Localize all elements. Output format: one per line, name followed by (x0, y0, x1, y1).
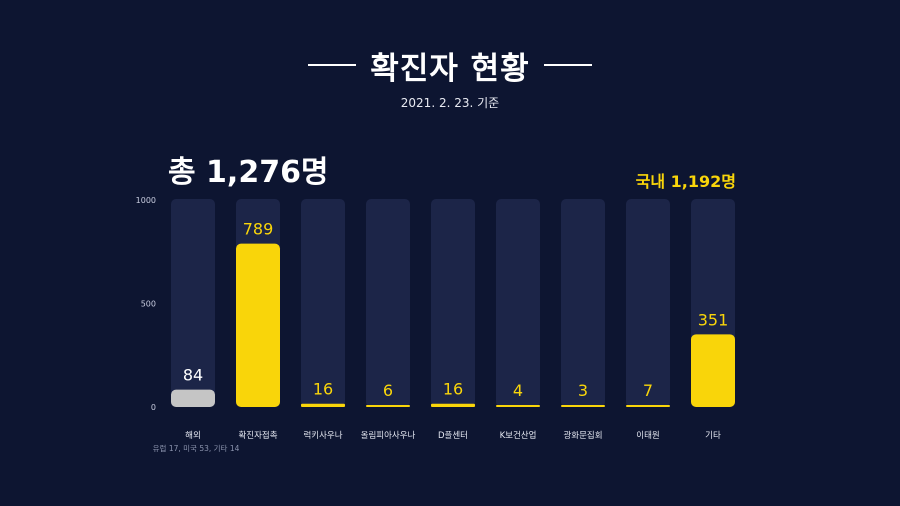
category-label: 확진자접촉 (238, 430, 277, 441)
value-label: 4 (513, 381, 523, 400)
overseas-breakdown-note: 유럽 17, 미국 53, 기타 14 (152, 444, 240, 453)
bar-track (496, 199, 540, 407)
bar-track (561, 199, 605, 407)
category-label: 이태원 (636, 430, 659, 441)
bar-track (626, 199, 670, 407)
bar-track (301, 199, 345, 407)
total-count: 총 1,276명 (168, 155, 329, 190)
domestic-count: 국내 1,192명 (635, 172, 736, 191)
y-tick-label: 0 (151, 403, 156, 412)
category-labels: 해외 확진자접촉 럭키사우나 올림피아사우나 D플센터 K보건산업 광화문집회 이태원 기타 (185, 430, 721, 441)
value-label: 7 (643, 381, 653, 400)
title-left-line (308, 64, 357, 66)
bar (366, 405, 410, 407)
title-right-line (543, 64, 592, 66)
title-row: 확진자 현황 (0, 40, 900, 90)
bar (626, 405, 670, 407)
bar-track (431, 199, 475, 407)
bar-track (366, 199, 410, 407)
y-tick-label: 1000 (136, 196, 156, 205)
y-axis-ticks: 0 500 1000 (136, 196, 156, 412)
category-label: 럭키사우나 (303, 430, 342, 441)
value-label: 351 (698, 310, 729, 329)
value-label: 789 (243, 220, 274, 239)
bar (301, 403, 345, 407)
y-tick-label: 500 (141, 300, 156, 309)
value-label: 3 (578, 381, 588, 400)
bar (691, 334, 735, 407)
category-label: 해외 (185, 430, 201, 441)
value-label: 16 (443, 380, 463, 399)
bar (561, 405, 605, 407)
category-label: D플센터 (438, 430, 468, 441)
value-labels: 84 789 16 6 16 4 3 7 351 (183, 220, 728, 400)
value-label: 84 (183, 366, 203, 385)
bars (171, 243, 735, 407)
date-label: 2021. 2. 23. 기준 (400, 96, 500, 110)
page-title: 확진자 현황 (370, 50, 530, 87)
category-label: 기타 (705, 431, 721, 441)
bar (236, 243, 280, 407)
bar-track (171, 199, 215, 407)
value-label: 16 (313, 380, 333, 399)
category-label: 광화문집회 (563, 430, 602, 441)
value-label: 6 (383, 381, 393, 400)
category-label: K보건산업 (500, 430, 537, 441)
category-label: 올림피아사우나 (361, 430, 416, 441)
bar (496, 405, 540, 407)
bar (431, 403, 475, 407)
bar (171, 389, 215, 407)
